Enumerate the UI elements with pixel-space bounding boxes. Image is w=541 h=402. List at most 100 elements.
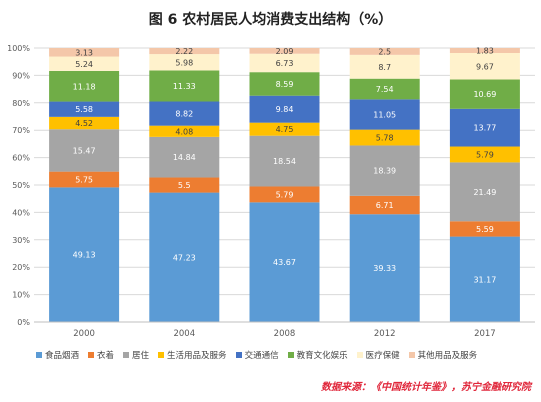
data-label: 8.7 — [378, 63, 391, 72]
bar-segment — [49, 48, 120, 57]
data-label: 2.5 — [378, 47, 391, 56]
data-label: 8.82 — [175, 110, 193, 119]
legend-label: 交通通信 — [244, 350, 279, 361]
legend-item: 其他用品及服务 — [408, 349, 477, 361]
legend-label: 衣着 — [97, 350, 115, 361]
bar-segment — [249, 122, 320, 136]
chart-title: 图 6 农村居民人均消费支出结构（%） — [148, 12, 393, 28]
legend-label: 居住 — [132, 350, 150, 361]
bar-segment — [349, 214, 420, 322]
legend-label: 教育文化娱乐 — [296, 350, 348, 361]
data-label: 15.47 — [73, 146, 96, 155]
bar-segment — [349, 195, 420, 215]
bar-segment — [249, 72, 320, 96]
bar-segment — [149, 54, 220, 71]
y-tick-label: 30% — [12, 236, 30, 245]
x-tick-label: 2000 — [73, 329, 95, 339]
legend-item: 交通通信 — [235, 349, 279, 361]
bar-segment — [49, 129, 120, 172]
y-tick-label: 70% — [12, 126, 30, 135]
legend-item: 衣着 — [88, 349, 114, 361]
legend-swatch — [88, 351, 95, 358]
bar-segment — [349, 129, 420, 146]
bar-segment — [149, 177, 220, 193]
legend-item: 医疗保健 — [356, 349, 400, 361]
x-tick-label: 2012 — [374, 329, 396, 339]
data-label: 11.18 — [73, 82, 96, 91]
bar-segment — [149, 70, 220, 102]
data-label: 4.75 — [276, 125, 294, 134]
data-label: 31.17 — [473, 275, 496, 284]
bar-segment — [449, 236, 520, 322]
data-label: 21.49 — [473, 188, 496, 197]
data-label: 4.08 — [175, 127, 193, 136]
bar-segment — [249, 135, 320, 187]
legend-swatch — [235, 351, 242, 358]
chart-legend: 食品烟酒 衣着 居住 生活用品及服务 交通通信 教育文化娱乐 医疗保健 其他用品及服务 — [36, 344, 536, 361]
data-label: 11.05 — [373, 110, 396, 119]
data-label: 5.79 — [476, 150, 494, 159]
legend-item: 居住 — [123, 349, 149, 361]
legend-swatch — [287, 351, 294, 358]
data-label: 6.71 — [376, 201, 394, 210]
data-label: 9.84 — [276, 105, 294, 114]
legend-item: 食品烟酒 — [36, 349, 79, 361]
legend-item: 教育文化娱乐 — [287, 349, 348, 361]
source-note: 数据来源：《中国统计年鉴》，苏宁金融研究院 — [321, 382, 531, 393]
legend-swatch — [36, 351, 42, 358]
data-label: 14.84 — [173, 153, 196, 162]
bar-segment — [449, 79, 520, 109]
data-label: 2.22 — [175, 47, 193, 56]
bar-segment — [49, 116, 120, 130]
data-label: 5.59 — [476, 225, 494, 234]
bar-segment — [249, 95, 320, 123]
bar-segment — [149, 101, 220, 126]
bar-segment — [349, 145, 420, 196]
bar-segment — [449, 162, 520, 222]
bar-segment — [449, 108, 520, 147]
bar-segment — [449, 53, 520, 80]
data-label: 5.75 — [75, 176, 93, 185]
y-tick-label: 40% — [12, 208, 30, 217]
bar-segment — [249, 202, 320, 322]
y-tick-label: 10% — [12, 291, 30, 300]
y-tick-label: 100% — [7, 44, 30, 53]
bar-segment — [149, 136, 220, 178]
legend-label: 医疗保健 — [365, 350, 400, 361]
bar-segment — [149, 192, 220, 322]
bar-segment — [449, 221, 520, 237]
data-label: 5.79 — [276, 190, 294, 199]
data-label: 8.59 — [276, 80, 294, 89]
bar-segment — [149, 125, 220, 137]
data-label: 39.33 — [373, 264, 396, 273]
data-label: 47.23 — [173, 253, 196, 262]
data-label: 10.69 — [473, 90, 496, 99]
legend-swatch — [408, 351, 415, 358]
legend-label: 生活用品及服务 — [167, 350, 227, 361]
y-tick-label: 0% — [17, 318, 30, 327]
y-tick-label: 50% — [12, 181, 30, 190]
data-label: 6.73 — [276, 59, 294, 68]
bar-segment — [49, 171, 120, 188]
x-tick-label: 2004 — [173, 329, 195, 339]
data-label: 5.98 — [175, 58, 193, 67]
legend-item: 生活用品及服务 — [158, 349, 227, 361]
y-tick-label: 90% — [12, 71, 30, 80]
bar-segment — [249, 48, 320, 54]
bar-segment — [349, 48, 420, 55]
bar-segment — [449, 48, 520, 54]
data-label: 11.33 — [173, 82, 196, 91]
bar-segment — [149, 48, 220, 55]
x-tick-label: 2017 — [474, 329, 496, 339]
bar-segment — [349, 54, 420, 79]
data-label: 9.67 — [476, 62, 494, 71]
bar-segment — [349, 99, 420, 130]
bar-segment — [49, 101, 120, 117]
data-label: 5.58 — [75, 105, 93, 114]
data-label: 5.5 — [178, 181, 191, 190]
legend-label: 食品烟酒 — [45, 350, 80, 361]
legend-swatch — [123, 351, 130, 358]
data-label: 7.54 — [376, 85, 394, 94]
data-label: 2.09 — [276, 47, 294, 56]
